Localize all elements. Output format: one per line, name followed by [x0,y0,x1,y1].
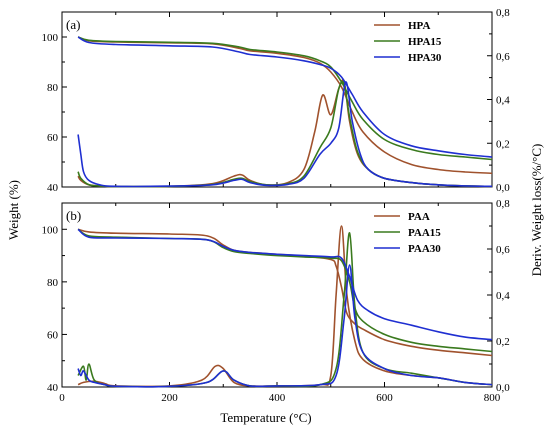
weight-curve-hpa30 [77,36,493,158]
deriv-curve-hpa [77,79,493,188]
x-tick-label: 800 [484,392,501,404]
right-y-tick-label: 0,6 [496,244,510,256]
left-y-tick-label: 80 [47,277,59,289]
left-y-tick-label: 40 [47,182,59,194]
right-y-tick-label: 0,0 [496,382,510,394]
weight-curve-hpa15 [77,36,493,161]
left-y-tick-label: 100 [42,32,59,44]
right-y-tick-label: 0,0 [496,182,510,194]
left-y-tick-label: 60 [47,329,59,341]
x-tick-label: 400 [269,392,286,404]
weight-curve-paa [77,228,493,357]
legend-label: HPA [408,20,430,32]
weight-curve-paa30 [77,228,493,341]
x-tick-label: 0 [59,392,65,404]
left-y-tick-label: 80 [47,82,59,94]
deriv-curve-hpa15 [77,80,493,188]
left-y-tick-label: 100 [42,224,59,236]
deriv-curve-paa30 [77,264,493,388]
right-y-tick-label: 0,8 [496,7,510,19]
legend-label: PAA30 [408,243,441,255]
left-y-axis-label: Weight (%) [6,180,21,240]
right-y-tick-label: 0,4 [496,290,510,302]
left-y-tick-label: 60 [47,132,59,144]
x-tick-label: 200 [161,392,178,404]
right-y-tick-label: 0,2 [496,336,510,348]
deriv-curve-hpa30 [77,81,493,188]
left-y-tick-label: 40 [47,382,59,394]
legend-label: HPA30 [408,52,442,64]
panel-label: (b) [66,208,81,223]
legend-label: PAA15 [408,227,441,239]
x-axis-ticks: 0 200 400 600 800 [59,392,501,404]
panel-b: 40 60 80 100 0,0 0,2 0,4 0,6 0,8 (b) PAA PAA15 PAA30 [42,198,511,394]
right-y-axis-label: Deriv. Weight loss(%/°C) [529,144,544,277]
panel-a: 40 60 80 100 0,0 0,2 0,4 0,6 0,8 (a) HPA HPA15 HPA30 [42,7,511,194]
right-y-tick-label: 0,8 [496,198,510,210]
x-axis-label: Temperature (°C) [220,410,311,425]
x-tick-label: 600 [376,392,393,404]
legend-label: PAA [408,211,430,223]
panel-label: (a) [66,17,80,32]
right-y-tick-label: 0,4 [496,95,510,107]
right-y-tick-label: 0,2 [496,138,510,150]
right-y-tick-label: 0,6 [496,51,510,63]
legend-label: HPA15 [408,36,442,48]
